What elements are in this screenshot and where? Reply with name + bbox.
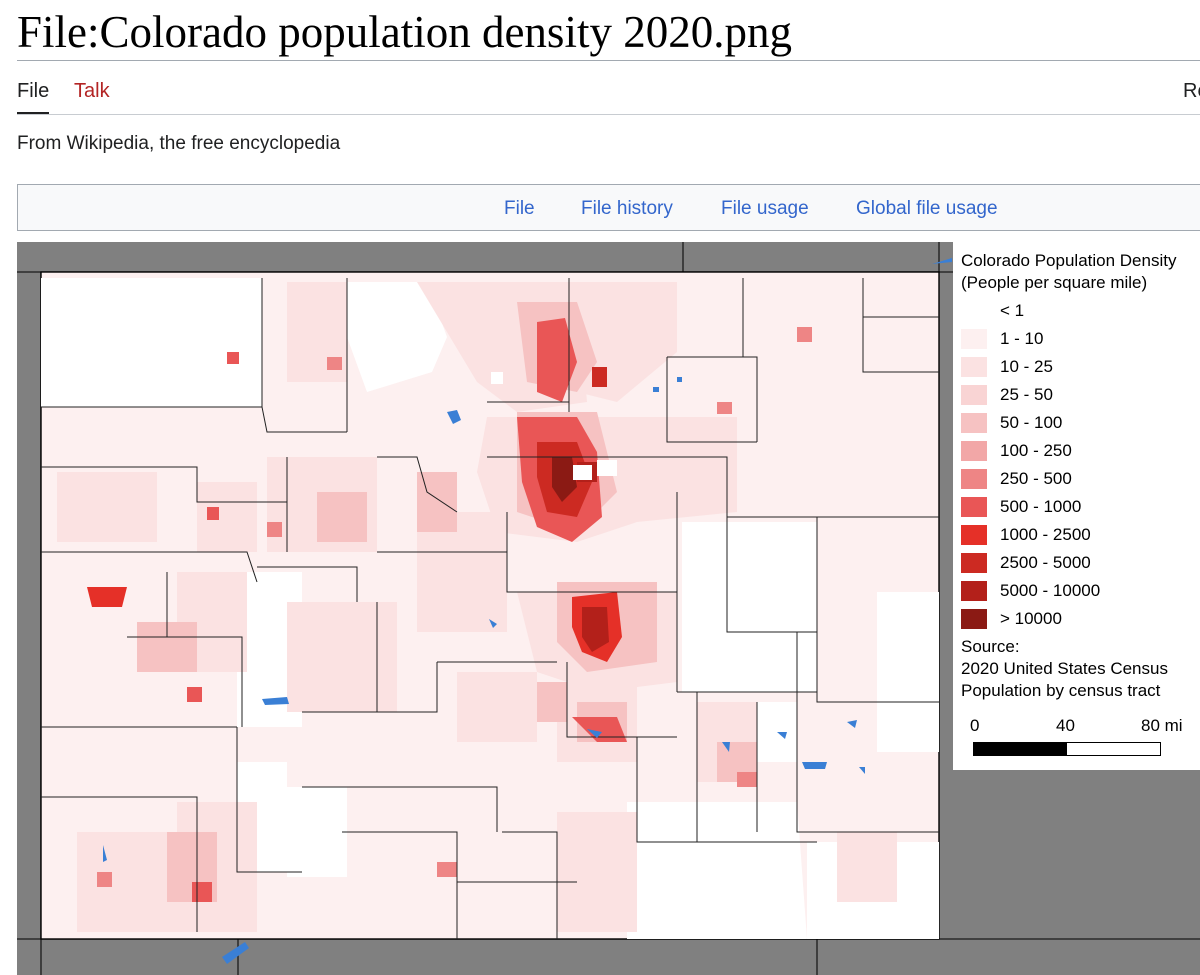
legend-class-label: 10 - 25 xyxy=(1000,357,1053,376)
tab-talk[interactable]: Talk xyxy=(74,80,110,102)
page-title: File:Colorado population density 2020.pn… xyxy=(17,7,792,57)
nav-link-file-history[interactable]: File history xyxy=(581,198,673,219)
scale-bar-labels: 0 40 80 mi xyxy=(961,716,1200,738)
source-census: 2020 United States Census xyxy=(961,659,1168,678)
legend-swatch xyxy=(961,441,987,461)
legend-class-label: 250 - 500 xyxy=(1000,469,1072,488)
legend-swatch xyxy=(961,525,987,545)
scale-tick-40: 40 xyxy=(1056,716,1075,735)
water-bodies xyxy=(103,258,952,964)
source-tract: Population by census tract xyxy=(961,681,1161,700)
urban-density-areas xyxy=(87,318,812,902)
scale-bar-white-segment xyxy=(1067,743,1160,755)
tabs-divider xyxy=(17,114,1200,115)
legend-swatch xyxy=(961,553,987,573)
legend-swatch xyxy=(961,469,987,489)
title-divider xyxy=(17,60,1200,61)
legend-title-line2: (People per square mile) xyxy=(961,273,1148,292)
legend-swatch xyxy=(961,609,987,629)
nav-link-file[interactable]: File xyxy=(504,198,535,219)
page-tabs: File Talk Re xyxy=(17,68,1200,115)
scale-tick-80: 80 mi xyxy=(1141,716,1183,735)
nav-link-file-usage[interactable]: File usage xyxy=(721,198,809,219)
legend-class-label: 25 - 50 xyxy=(1000,385,1053,404)
legend-swatch xyxy=(961,357,987,377)
nav-link-global-file-usage[interactable]: Global file usage xyxy=(856,198,998,219)
legend-class-label: 2500 - 5000 xyxy=(1000,553,1091,572)
site-tagline: From Wikipedia, the free encyclopedia xyxy=(17,133,341,154)
scale-tick-0: 0 xyxy=(970,716,980,735)
legend-class-label: 5000 - 10000 xyxy=(1000,581,1101,600)
legend-class-label: 1 - 10 xyxy=(1000,329,1044,348)
colorado-map-graphic xyxy=(17,242,1200,975)
legend-swatch xyxy=(961,413,987,433)
metro-open-areas xyxy=(491,372,617,480)
legend-class-label: < 1 xyxy=(1000,301,1025,320)
legend-class-label: 1000 - 2500 xyxy=(1000,525,1091,544)
legend-swatch xyxy=(961,301,987,321)
legend-title: Colorado Population Density (People per … xyxy=(961,250,1176,294)
legend-class-label: > 10000 xyxy=(1000,609,1062,628)
legend-source: Source: 2020 United States Census Popula… xyxy=(961,636,1168,702)
legend-class-label: 50 - 100 xyxy=(1000,413,1063,432)
tab-read[interactable]: Re xyxy=(1183,80,1200,102)
legend-swatch xyxy=(961,329,987,349)
legend-swatch xyxy=(961,385,987,405)
legend-title-line1: Colorado Population Density xyxy=(961,251,1177,270)
tab-file[interactable]: File xyxy=(17,80,50,115)
file-section-nav: File File history File usage Global file… xyxy=(17,184,1200,231)
legend-class-label: 500 - 1000 xyxy=(1000,497,1082,516)
county-borders xyxy=(41,278,939,939)
map-legend: Colorado Population Density (People per … xyxy=(953,242,1200,770)
source-label: Source: xyxy=(961,637,1020,656)
legend-swatch xyxy=(961,581,987,601)
scale-bar-black-segment xyxy=(974,743,1067,755)
scale-bar xyxy=(973,742,1161,756)
legend-class-label: 100 - 250 xyxy=(1000,441,1072,460)
legend-swatch xyxy=(961,497,987,517)
